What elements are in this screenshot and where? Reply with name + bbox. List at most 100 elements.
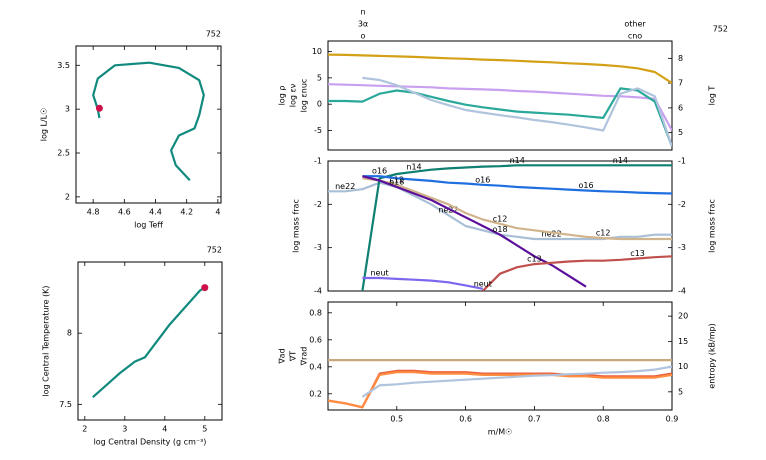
series-line <box>328 371 672 409</box>
series-line <box>328 83 672 132</box>
y-tick-label: 5 <box>317 73 322 82</box>
x-axis-label: m/M☉ <box>488 428 513 437</box>
y2-tick-label: 15 <box>678 337 688 346</box>
plot-frame <box>327 160 673 292</box>
series-label: c13 <box>630 249 645 258</box>
x-tick-label: 0.6 <box>459 415 472 424</box>
y2-tick-label: 5 <box>678 387 683 396</box>
y-tick-label: -4 <box>314 287 322 296</box>
x-tick-label: 4 <box>215 208 220 217</box>
y2-tick-label: -1 <box>678 157 686 166</box>
x-tick-label: 4.4 <box>149 208 162 217</box>
y-tick-label: 7.5 <box>59 400 72 409</box>
series-line <box>362 76 672 147</box>
annotation: cno <box>628 32 642 41</box>
series-label: neut <box>474 279 492 288</box>
series-label: ne22 <box>335 182 355 191</box>
series-line <box>92 61 205 181</box>
series-label: o16 <box>475 175 490 184</box>
series-label: o16 <box>578 181 593 190</box>
series-line <box>328 369 672 409</box>
y2-tick-label: -2 <box>678 200 686 209</box>
annotation: o <box>361 32 366 41</box>
series-line <box>362 177 672 241</box>
y-tick-label: 0 <box>317 100 322 109</box>
x-tick-label: 5 <box>202 425 207 434</box>
plot-frame <box>77 261 223 421</box>
y2-tick-label: -3 <box>678 243 686 252</box>
y2-tick-label: -4 <box>678 287 686 296</box>
series-label: o16 <box>372 167 387 176</box>
y2-tick-label: 10 <box>678 362 688 371</box>
y-tick-label: 0.2 <box>309 389 322 398</box>
legend-label: ∇T <box>289 351 298 362</box>
annotation: other <box>624 20 646 29</box>
y-axis-label: log mass frac <box>292 199 301 253</box>
y2-tick-label: 20 <box>678 312 688 321</box>
y-tick-label: -3 <box>314 243 322 252</box>
series-line <box>328 87 672 147</box>
series-line <box>362 276 484 290</box>
legend-label: ∇ad <box>278 348 287 364</box>
legend-label: log ρ <box>278 86 287 106</box>
y2-tick-label: 6 <box>678 103 683 112</box>
y-tick-label: 3.5 <box>57 61 70 70</box>
y-tick-label: 2 <box>65 192 70 201</box>
x-tick-label: 2 <box>82 425 87 434</box>
series-label: n14 <box>406 162 421 171</box>
x-tick-label: 0.8 <box>597 415 610 424</box>
y-tick-label: -2 <box>314 200 322 209</box>
y-tick-label: 3 <box>65 105 70 114</box>
plot-frame <box>75 45 222 204</box>
legend-label: log εnuc <box>300 79 309 113</box>
legend-label: ∇rad <box>300 347 309 367</box>
y-tick-label: -1 <box>314 157 322 166</box>
y-axis-label: log Central Temperature (K) <box>42 285 51 396</box>
corner-label: 752 <box>206 30 221 39</box>
data-point <box>95 104 103 112</box>
y-tick-label: 10 <box>312 47 322 56</box>
series-line <box>328 53 672 85</box>
legend-label: entropy (kB/mp) <box>708 323 717 388</box>
series-label: c13 <box>527 255 542 264</box>
y-tick-label: 0.4 <box>309 362 322 371</box>
series-line <box>361 164 672 291</box>
y-tick-label: 0.8 <box>309 308 322 317</box>
x-tick-label: 0.5 <box>390 415 403 424</box>
series-label: o18 <box>492 225 507 234</box>
x-tick-label: 4 <box>162 425 167 434</box>
y-tick-label: -5 <box>314 126 322 135</box>
x-tick-label: 4.8 <box>87 208 100 217</box>
series-label: c12 <box>390 175 405 184</box>
x-tick-label: 3 <box>122 425 127 434</box>
series-label: n14 <box>613 156 628 165</box>
series-line <box>92 286 206 399</box>
series-label: ne22 <box>438 206 458 215</box>
x-tick-label: 0.7 <box>528 415 541 424</box>
series-line <box>361 365 672 398</box>
legend-label: log εν <box>289 83 298 107</box>
corner-label: 752 <box>207 246 222 255</box>
series-line <box>482 255 672 291</box>
plot-frame <box>327 40 673 151</box>
x-tick-label: 4.2 <box>180 208 193 217</box>
y-axis-label: log L/L☉ <box>40 108 49 142</box>
y2-tick-label: 7 <box>678 79 683 88</box>
series-label: o18 <box>389 178 404 187</box>
x-tick-label: 4.6 <box>118 208 131 217</box>
series-label: ne22 <box>542 230 562 239</box>
corner-label: 752 <box>713 25 728 34</box>
series-label: c12 <box>596 229 611 238</box>
plot-frame <box>327 301 673 411</box>
annotation: 3α <box>358 20 368 29</box>
series-label: neut <box>370 269 388 278</box>
x-tick-label: 0.9 <box>666 415 679 424</box>
y-tick-label: 8 <box>67 329 72 338</box>
y-tick-label: 0.6 <box>309 335 322 344</box>
y2-tick-label: 8 <box>678 54 683 63</box>
series-line <box>362 175 672 195</box>
y2-tick-label: 5 <box>678 128 683 137</box>
x-axis-label: log Central Density (g cm⁻³) <box>94 438 207 447</box>
data-point <box>201 284 209 292</box>
